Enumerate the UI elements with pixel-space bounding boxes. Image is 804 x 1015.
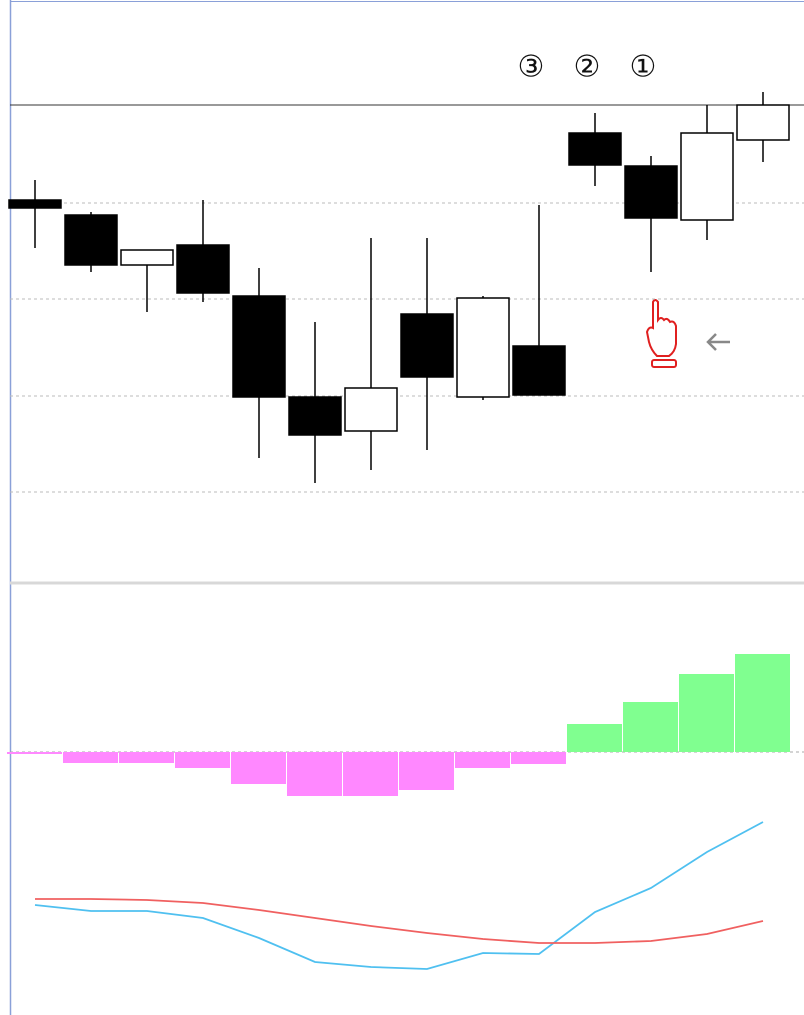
annotation: ③ [518, 50, 545, 85]
candle-body [120, 249, 174, 266]
indicator-line [35, 898, 764, 944]
candle-body [400, 313, 454, 378]
histogram-bar [455, 752, 510, 768]
annotation: ① [630, 50, 657, 85]
candle-body [8, 199, 62, 209]
indicator-line [34, 821, 764, 970]
histogram-bar [7, 752, 62, 754]
candle-body [680, 132, 734, 221]
pointing-hand [645, 299, 677, 368]
arrow-left [706, 333, 730, 351]
histogram-bar [175, 752, 230, 768]
histogram-bar [231, 752, 286, 784]
histogram-bar [63, 752, 118, 763]
histogram-bar [623, 702, 678, 752]
candle-body [232, 295, 286, 398]
candle-body [344, 387, 398, 432]
histogram-bar [735, 654, 790, 752]
candle-body [736, 104, 790, 141]
candle-body [512, 345, 566, 396]
candle-body [624, 165, 678, 219]
candle-body [176, 244, 230, 294]
histogram-bar [679, 674, 734, 752]
candle-body [288, 396, 342, 436]
histogram-bar [343, 752, 398, 796]
histogram-bar [399, 752, 454, 790]
candle-body [64, 214, 118, 266]
annotation: ② [574, 50, 601, 85]
histogram-bar [287, 752, 342, 796]
candle-body [456, 297, 510, 398]
candle-body [568, 132, 622, 166]
histogram-bar [511, 752, 566, 764]
histogram-bar [119, 752, 174, 763]
histogram-bar [567, 724, 622, 752]
